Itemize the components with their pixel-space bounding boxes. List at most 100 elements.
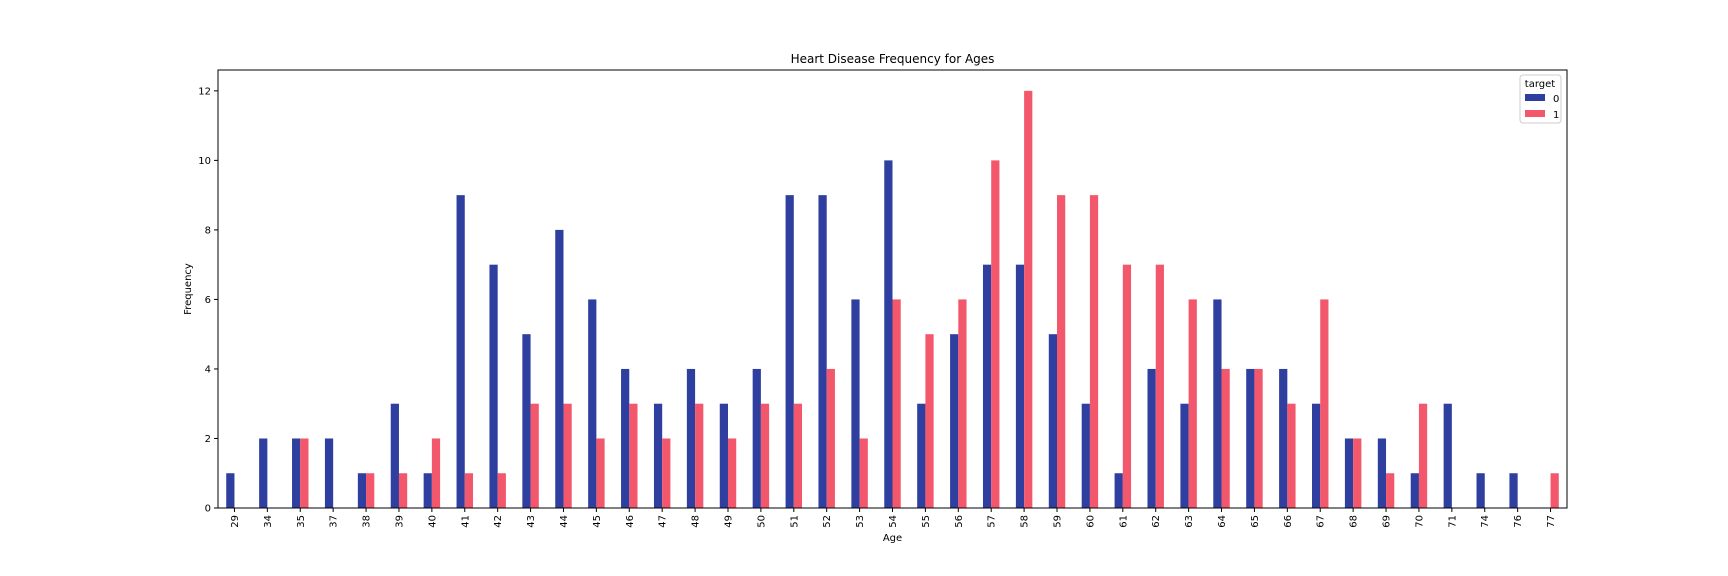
x-tick-label: 53	[855, 515, 866, 528]
x-tick-label: 64	[1217, 515, 1228, 528]
x-tick-label: 62	[1151, 515, 1162, 528]
x-tick-label: 51	[789, 515, 800, 528]
bar-target-1-age-77	[1550, 473, 1559, 508]
bar-target-0-age-58	[1015, 264, 1025, 508]
bar-target-1-age-68	[1353, 438, 1362, 508]
bar-target-1-age-62	[1155, 264, 1164, 508]
x-tick-label: 42	[493, 515, 504, 528]
bar-target-1-age-35	[300, 438, 309, 508]
x-tick-label: 71	[1447, 515, 1458, 528]
legend-title: target	[1525, 79, 1555, 90]
bar-target-1-age-61	[1122, 264, 1132, 508]
bar-target-1-age-45	[596, 438, 605, 508]
x-tick-label: 74	[1480, 515, 1491, 528]
x-tick-label: 59	[1053, 515, 1064, 528]
bar-target-0-age-43	[522, 334, 531, 508]
bar-target-1-age-44	[563, 403, 572, 508]
bar-target-0-age-60	[1081, 403, 1090, 508]
bar-target-0-age-76	[1509, 473, 1518, 508]
bar-target-0-age-49	[719, 403, 728, 508]
bar-target-0-age-67	[1312, 403, 1321, 508]
bar-target-1-age-66	[1287, 403, 1296, 508]
bar-target-0-age-61	[1114, 473, 1123, 508]
y-axis-label: Frequency	[183, 263, 194, 315]
x-tick-label: 44	[559, 515, 570, 528]
bar-target-0-age-54	[884, 160, 893, 508]
x-tick-label: 76	[1513, 515, 1524, 528]
bar-target-1-age-52	[826, 368, 835, 508]
legend: target 0 1	[1519, 74, 1562, 124]
x-tick-label: 48	[691, 515, 702, 528]
bar-target-1-age-57	[991, 160, 1000, 508]
legend-label-0: 0	[1553, 94, 1559, 105]
bar-target-1-age-63	[1188, 299, 1197, 508]
bar-target-1-age-42	[497, 473, 506, 508]
bar-target-0-age-50	[752, 368, 761, 508]
bar-target-0-age-47	[653, 403, 663, 508]
bar-target-1-age-50	[760, 403, 770, 508]
y-axis: 0 2 4 6 8 10 12	[198, 86, 218, 515]
bar-target-1-age-56	[958, 299, 967, 508]
x-tick-label: 65	[1250, 515, 1261, 528]
x-tick-label: 55	[921, 515, 932, 528]
bar-target-0-age-53	[851, 299, 860, 508]
x-tick-label: 57	[987, 515, 998, 528]
bar-target-1-age-48	[695, 403, 704, 508]
bar-target-1-age-58	[1024, 90, 1033, 509]
x-tick-label: 77	[1546, 515, 1557, 528]
bar-target-1-age-39	[398, 473, 408, 508]
x-tick-label: 35	[296, 515, 307, 528]
bar-target-0-age-59	[1048, 334, 1058, 508]
bar-target-0-age-51	[785, 195, 794, 508]
bar-target-1-age-47	[662, 438, 671, 508]
bar-target-0-age-74	[1476, 473, 1485, 508]
x-tick-label: 61	[1118, 515, 1129, 528]
y-tick-label: 4	[205, 364, 211, 375]
bar-target-1-age-55	[925, 334, 934, 508]
bar-target-0-age-52	[818, 195, 827, 508]
x-tick-label: 34	[263, 515, 274, 528]
bar-target-1-age-38	[366, 473, 375, 508]
x-tick-label: 49	[723, 515, 734, 528]
x-tick-label: 54	[888, 515, 899, 528]
bar-target-0-age-55	[917, 403, 926, 508]
x-tick-label: 70	[1414, 515, 1425, 528]
bar-target-0-age-42	[489, 264, 498, 508]
chart-title: Heart Disease Frequency for Ages	[791, 52, 995, 66]
x-tick-label: 56	[954, 515, 965, 528]
legend-label-1: 1	[1553, 110, 1559, 121]
bar-target-0-age-56	[950, 334, 959, 508]
x-tick-label: 47	[658, 515, 669, 528]
bar-target-1-age-60	[1089, 195, 1099, 508]
x-axis: 29 34 35 37 38 39 40 41 42 43 44 45 46 47 48 49 50 51 52 53…	[230, 508, 1557, 528]
bar-target-0-age-69	[1377, 438, 1387, 508]
y-tick-label: 6	[205, 295, 211, 306]
bar-target-0-age-63	[1180, 403, 1189, 508]
bars-layer	[226, 90, 1559, 509]
bar-target-1-age-51	[793, 403, 803, 508]
bar-target-0-age-44	[555, 229, 564, 508]
x-tick-label: 58	[1020, 515, 1031, 528]
x-tick-label: 37	[329, 515, 340, 528]
bar-target-0-age-64	[1213, 299, 1222, 508]
bar-target-0-age-46	[621, 368, 630, 508]
bar-target-1-age-70	[1418, 403, 1428, 508]
x-tick-label: 63	[1184, 515, 1195, 528]
plot-frame	[217, 69, 1568, 509]
bar-target-1-age-40	[431, 438, 441, 508]
bar-target-0-age-70	[1410, 473, 1419, 508]
bar-target-0-age-62	[1147, 368, 1156, 508]
bar-target-0-age-71	[1443, 403, 1452, 508]
y-tick-label: 2	[205, 434, 211, 445]
x-tick-label: 69	[1382, 515, 1393, 528]
y-tick-label: 8	[205, 225, 211, 236]
x-tick-label: 66	[1283, 515, 1294, 528]
x-tick-label: 60	[1085, 515, 1096, 528]
bar-target-0-age-68	[1344, 438, 1354, 508]
bar-target-1-age-41	[464, 473, 473, 508]
bar-target-1-age-67	[1320, 299, 1329, 508]
bar-target-1-age-59	[1057, 195, 1066, 508]
x-tick-label: 39	[394, 515, 405, 528]
legend-swatch-0	[1525, 94, 1545, 101]
